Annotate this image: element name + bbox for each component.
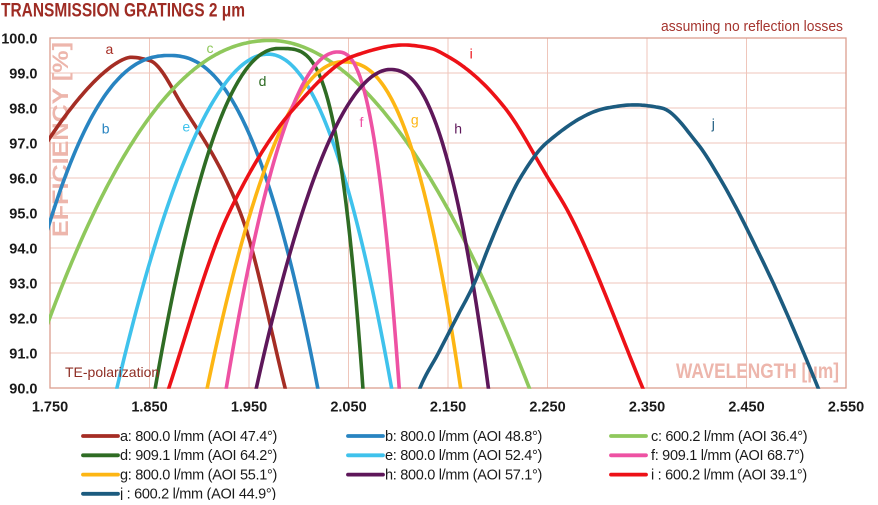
svg-text:1.950: 1.950	[231, 399, 267, 415]
svg-text:g: 800.0 l/mm (AOI 55.1°): g: 800.0 l/mm (AOI 55.1°)	[120, 467, 277, 483]
svg-text:b: 800.0 l/mm (AOI 48.8°): b: 800.0 l/mm (AOI 48.8°)	[385, 429, 542, 445]
svg-text:e: e	[182, 119, 190, 135]
svg-text:assuming no reflection losses: assuming no reflection losses	[661, 18, 843, 35]
svg-text:e: 800.0 l/mm (AOI 52.4°): e: 800.0 l/mm (AOI 52.4°)	[385, 448, 542, 464]
svg-text:2.550: 2.550	[828, 399, 864, 415]
svg-text:99.0: 99.0	[9, 66, 37, 82]
svg-text:d: d	[259, 73, 267, 89]
svg-text:h: 800.0 l/mm (AOI 57.1°): h: 800.0 l/mm (AOI 57.1°)	[385, 467, 542, 483]
svg-text:98.0: 98.0	[9, 101, 37, 117]
svg-text:1.750: 1.750	[32, 399, 68, 415]
svg-text:2.150: 2.150	[430, 399, 466, 415]
svg-text:a: 800.0 l/mm (AOI 47.4°): a: 800.0 l/mm (AOI 47.4°)	[120, 429, 277, 445]
svg-text:97.0: 97.0	[9, 136, 37, 152]
svg-text:TE-polarization: TE-polarization	[65, 364, 159, 380]
svg-text:i: i	[470, 46, 473, 62]
svg-text:a: a	[106, 41, 114, 57]
svg-text:2.350: 2.350	[629, 399, 665, 415]
svg-text:j: j	[711, 116, 715, 132]
svg-text:j : 600.2 l/mm (AOI 44.9°): j : 600.2 l/mm (AOI 44.9°)	[119, 487, 276, 500]
svg-text:90.0: 90.0	[9, 381, 37, 397]
svg-text:2.250: 2.250	[529, 399, 565, 415]
svg-text:100.0: 100.0	[1, 31, 37, 47]
svg-text:b: b	[102, 120, 110, 136]
svg-text:TRANSMISSION GRATINGS 2 μm: TRANSMISSION GRATINGS 2 μm	[1, 1, 245, 22]
svg-text:c: 600.2 l/mm (AOI 36.4°): c: 600.2 l/mm (AOI 36.4°)	[651, 429, 807, 445]
svg-text:96.0: 96.0	[9, 171, 37, 187]
svg-text:1.850: 1.850	[131, 399, 167, 415]
svg-text:95.0: 95.0	[9, 206, 37, 222]
svg-text:f: f	[360, 114, 364, 130]
svg-text:g: g	[411, 111, 419, 127]
svg-text:94.0: 94.0	[9, 241, 37, 257]
svg-text:EFFICIENCY [%]: EFFICIENCY [%]	[48, 42, 73, 237]
svg-text:f: 909.1 l/mm (AOI 68.7°): f: 909.1 l/mm (AOI 68.7°)	[651, 448, 804, 464]
svg-text:92.0: 92.0	[9, 311, 37, 327]
svg-text:c: c	[207, 40, 214, 56]
svg-text:h: h	[454, 120, 462, 136]
svg-text:d: 909.1 l/mm (AOI 64.2°): d: 909.1 l/mm (AOI 64.2°)	[120, 448, 277, 464]
svg-text:WAVELENGTH [μm]: WAVELENGTH [μm]	[676, 360, 839, 383]
svg-text:2.450: 2.450	[728, 399, 764, 415]
svg-text:i : 600.2 l/mm (AOI 39.1°): i : 600.2 l/mm (AOI 39.1°)	[651, 467, 807, 483]
svg-text:93.0: 93.0	[9, 276, 37, 292]
svg-text:91.0: 91.0	[9, 346, 37, 362]
svg-text:2.050: 2.050	[330, 399, 366, 415]
